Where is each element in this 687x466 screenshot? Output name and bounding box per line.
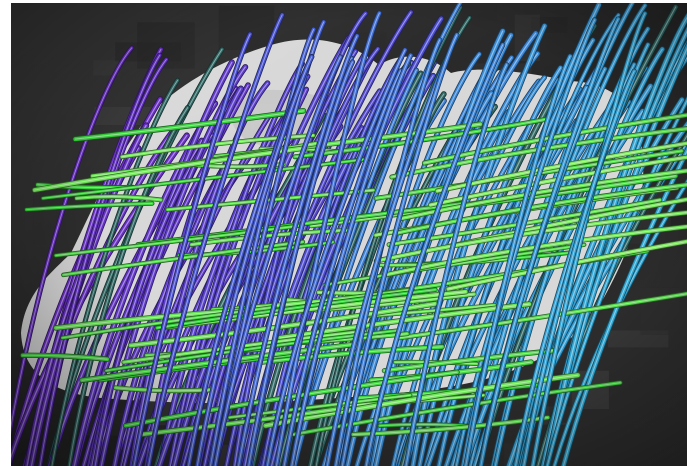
vignette-overlay — [11, 3, 687, 466]
tractography-render — [11, 3, 687, 466]
fiber-tracts-scene — [11, 3, 687, 466]
